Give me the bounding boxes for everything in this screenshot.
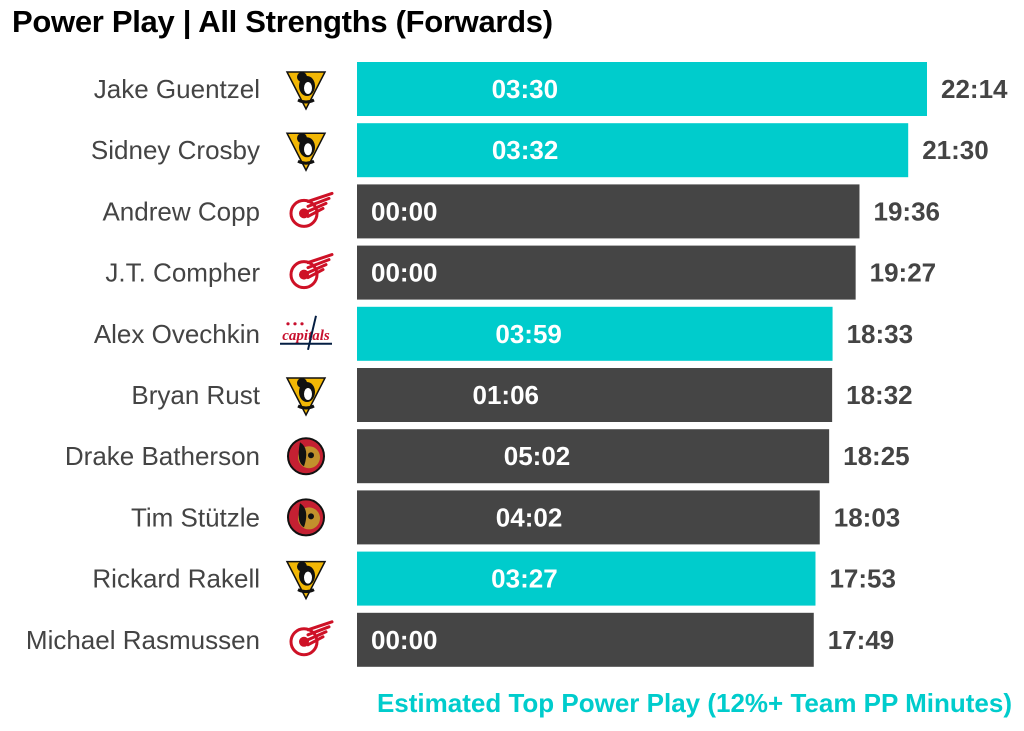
svg-text:capitals: capitals [282,328,330,344]
red-wings-logo-icon [289,620,334,657]
total-time-label: 18:32 [846,380,913,410]
red-wings-logo-icon [289,191,334,228]
pp-time-label: 00:00 [371,258,438,288]
pp-time-label: 04:02 [496,502,563,532]
player-name-label: Alex Ovechkin [94,319,260,349]
player-name-label: J.T. Compher [105,258,260,288]
bar [357,551,816,606]
pp-time-label: 03:27 [491,564,558,594]
player-name-label: Jake Guentzel [94,74,260,104]
total-time-label: 18:33 [847,319,914,349]
player-name-label: Tim Stützle [131,502,260,532]
pp-time-label: 03:30 [492,74,559,104]
player-name-label: Bryan Rust [131,380,260,410]
player-name-label: Michael Rasmussen [26,625,260,655]
bar [357,306,833,361]
player-name-label: Andrew Copp [102,196,260,226]
chart-footnote: Estimated Top Power Play (12%+ Team PP M… [376,688,1012,718]
capitals-logo-icon: capitals [280,315,332,351]
penguins-logo-icon [285,560,327,601]
senators-logo-icon [287,498,325,537]
player-name-label: Rickard Rakell [92,564,260,594]
total-time-label: 21:30 [922,135,989,165]
total-time-label: 19:36 [873,196,940,226]
total-time-label: 18:03 [834,502,901,532]
bar [357,368,833,422]
bar [357,245,856,300]
pp-time-label: 00:00 [371,625,438,655]
bar [357,62,927,116]
total-time-label: 17:49 [828,625,895,655]
senators-logo-icon [287,437,325,476]
penguins-logo-icon [285,71,327,111]
total-time-label: 19:27 [870,258,937,288]
bar [357,490,820,545]
bar [357,429,830,484]
player-name-label: Sidney Crosby [91,135,260,165]
pp-time-label: 01:06 [472,380,539,410]
total-time-label: 17:53 [829,564,896,594]
bar [357,123,909,178]
player-name-label: Drake Batherson [65,441,260,471]
pp-time-label: 05:02 [504,441,571,471]
pp-time-label: 00:00 [371,196,438,226]
chart-title: Power Play | All Strengths (Forwards) [12,4,553,39]
total-time-label: 18:25 [843,441,910,471]
total-time-label: 22:14 [941,74,1008,104]
red-wings-logo-icon [289,253,334,290]
penguins-logo-icon [285,132,327,172]
bar [357,612,814,667]
pp-time-label: 03:59 [495,319,562,349]
penguins-logo-icon [285,377,327,417]
pp-time-label: 03:32 [492,135,559,165]
bar [357,184,860,239]
